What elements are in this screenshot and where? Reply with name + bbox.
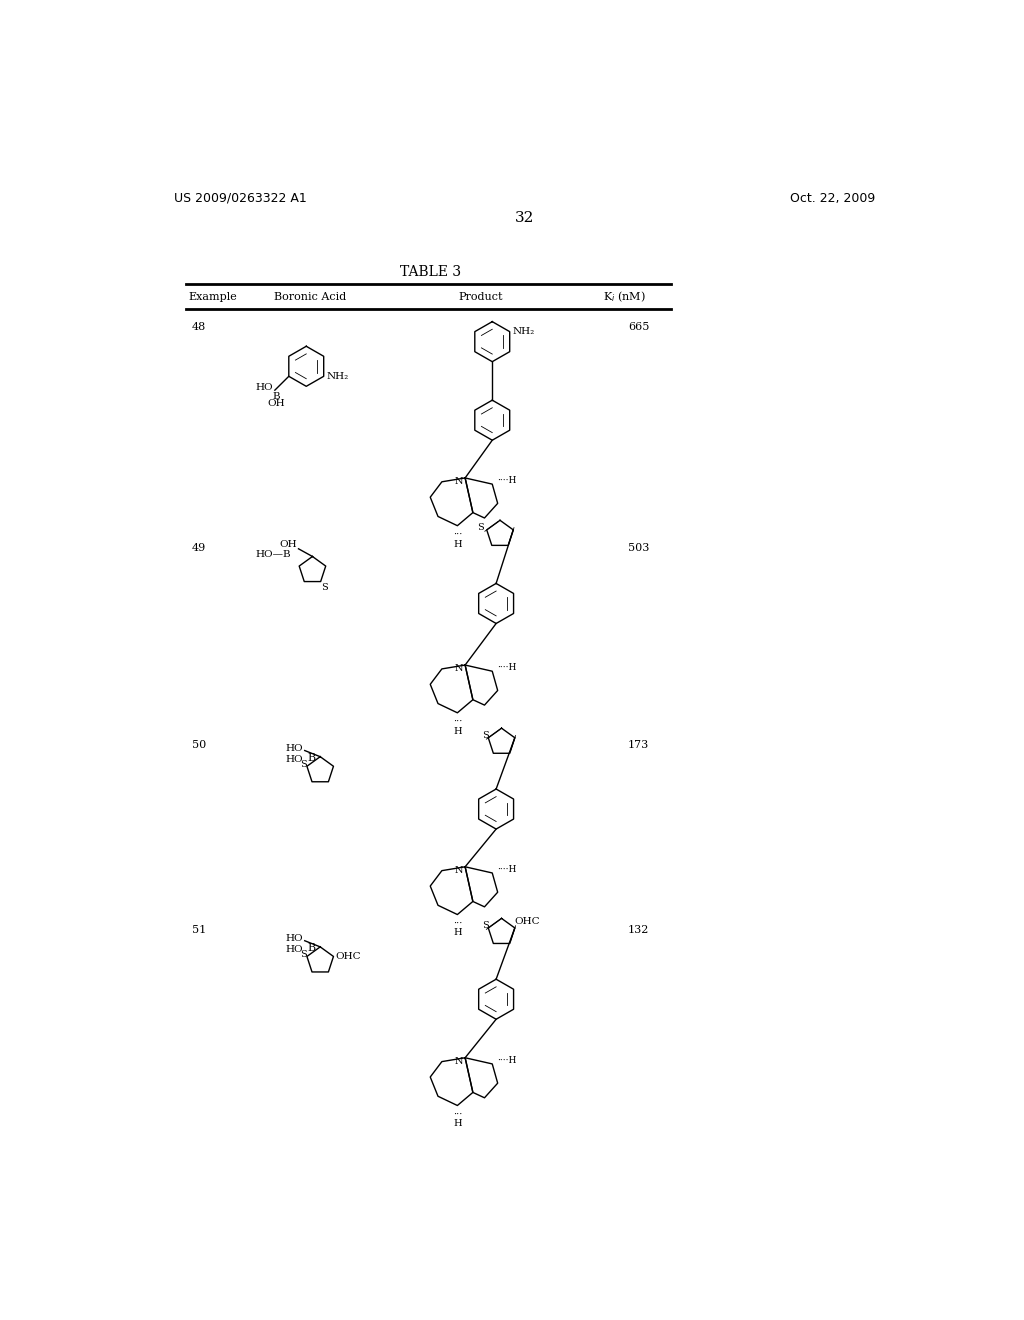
Text: HO—B: HO—B xyxy=(255,550,291,560)
Text: US 2009/0263322 A1: US 2009/0263322 A1 xyxy=(174,191,307,205)
Text: ····H: ····H xyxy=(497,475,516,484)
Text: 32: 32 xyxy=(515,211,535,226)
Text: S: S xyxy=(481,731,488,741)
Text: OH: OH xyxy=(267,400,286,408)
Text: ····H: ····H xyxy=(497,663,516,672)
Text: 48: 48 xyxy=(193,322,207,333)
Text: 503: 503 xyxy=(628,544,649,553)
Text: H: H xyxy=(453,1119,462,1129)
Text: OH: OH xyxy=(280,540,297,549)
Text: HO: HO xyxy=(286,945,303,954)
Text: H: H xyxy=(453,540,462,549)
Text: Example: Example xyxy=(188,292,238,302)
Text: ····H: ····H xyxy=(497,865,516,874)
Text: 51: 51 xyxy=(193,924,207,935)
Text: B: B xyxy=(307,752,315,763)
Text: 132: 132 xyxy=(628,924,649,935)
Text: N: N xyxy=(455,866,463,875)
Text: HO: HO xyxy=(286,743,303,752)
Text: N: N xyxy=(455,478,463,486)
Text: NH₂: NH₂ xyxy=(327,372,349,380)
Text: ···: ··· xyxy=(453,919,462,928)
Text: Boronic Acid: Boronic Acid xyxy=(274,292,346,302)
Text: S: S xyxy=(300,759,307,768)
Text: N: N xyxy=(455,664,463,673)
Text: TABLE 3: TABLE 3 xyxy=(399,265,461,280)
Text: ···: ··· xyxy=(453,529,462,539)
Text: 49: 49 xyxy=(193,544,207,553)
Text: K$_i$ (nM): K$_i$ (nM) xyxy=(602,289,645,305)
Text: Oct. 22, 2009: Oct. 22, 2009 xyxy=(790,191,876,205)
Text: 50: 50 xyxy=(193,739,207,750)
Text: ····H: ····H xyxy=(497,1056,516,1064)
Text: HO: HO xyxy=(286,755,303,764)
Text: HO: HO xyxy=(256,383,273,392)
Text: S: S xyxy=(481,921,488,931)
Text: OHC: OHC xyxy=(515,917,541,927)
Text: B: B xyxy=(307,942,315,953)
Text: ···: ··· xyxy=(453,1109,462,1118)
Text: NH₂: NH₂ xyxy=(512,327,535,337)
Text: S: S xyxy=(322,582,328,591)
Text: OHC: OHC xyxy=(336,952,361,961)
Text: B: B xyxy=(272,392,281,401)
Text: H: H xyxy=(453,928,462,937)
Text: H: H xyxy=(453,726,462,735)
Text: S: S xyxy=(477,523,483,532)
Text: 665: 665 xyxy=(628,322,649,333)
Text: HO: HO xyxy=(286,935,303,942)
Text: 173: 173 xyxy=(628,739,649,750)
Text: Product: Product xyxy=(459,292,503,302)
Text: S: S xyxy=(300,950,307,958)
Text: N: N xyxy=(455,1057,463,1067)
Text: ···: ··· xyxy=(453,717,462,726)
